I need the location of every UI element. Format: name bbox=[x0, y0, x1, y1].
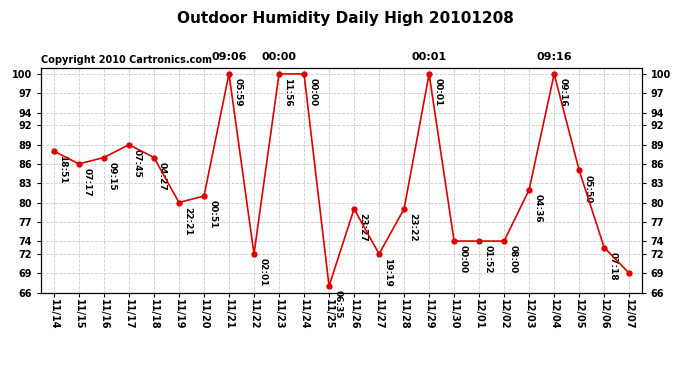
Text: 00:00: 00:00 bbox=[262, 52, 297, 62]
Text: 01:52: 01:52 bbox=[483, 245, 492, 274]
Text: 00:01: 00:01 bbox=[411, 52, 446, 62]
Text: 05:50: 05:50 bbox=[583, 174, 592, 203]
Text: 05:59: 05:59 bbox=[233, 78, 242, 107]
Text: 08:00: 08:00 bbox=[509, 245, 518, 273]
Text: 00:00: 00:00 bbox=[458, 245, 467, 273]
Text: 19:19: 19:19 bbox=[383, 258, 392, 287]
Text: 23:22: 23:22 bbox=[408, 213, 417, 242]
Text: 00:51: 00:51 bbox=[208, 200, 217, 229]
Text: 11:56: 11:56 bbox=[283, 78, 292, 107]
Text: 18:51: 18:51 bbox=[58, 155, 67, 184]
Text: 02:01: 02:01 bbox=[258, 258, 267, 286]
Text: 07:18: 07:18 bbox=[609, 252, 618, 280]
Text: Copyright 2010 Cartronics.com: Copyright 2010 Cartronics.com bbox=[41, 55, 213, 65]
Text: 09:16: 09:16 bbox=[558, 78, 567, 107]
Text: 22:21: 22:21 bbox=[183, 207, 192, 235]
Text: 00:01: 00:01 bbox=[433, 78, 442, 106]
Text: 00:00: 00:00 bbox=[308, 78, 317, 106]
Text: 04:27: 04:27 bbox=[158, 162, 167, 190]
Text: 07:45: 07:45 bbox=[133, 149, 142, 177]
Text: 09:16: 09:16 bbox=[536, 52, 572, 62]
Text: 06:35: 06:35 bbox=[333, 290, 342, 319]
Text: 09:15: 09:15 bbox=[108, 162, 117, 190]
Text: 09:06: 09:06 bbox=[211, 52, 247, 62]
Text: Outdoor Humidity Daily High 20101208: Outdoor Humidity Daily High 20101208 bbox=[177, 11, 513, 26]
Text: 07:17: 07:17 bbox=[83, 168, 92, 197]
Text: 23:27: 23:27 bbox=[358, 213, 367, 242]
Text: 04:36: 04:36 bbox=[533, 194, 542, 222]
